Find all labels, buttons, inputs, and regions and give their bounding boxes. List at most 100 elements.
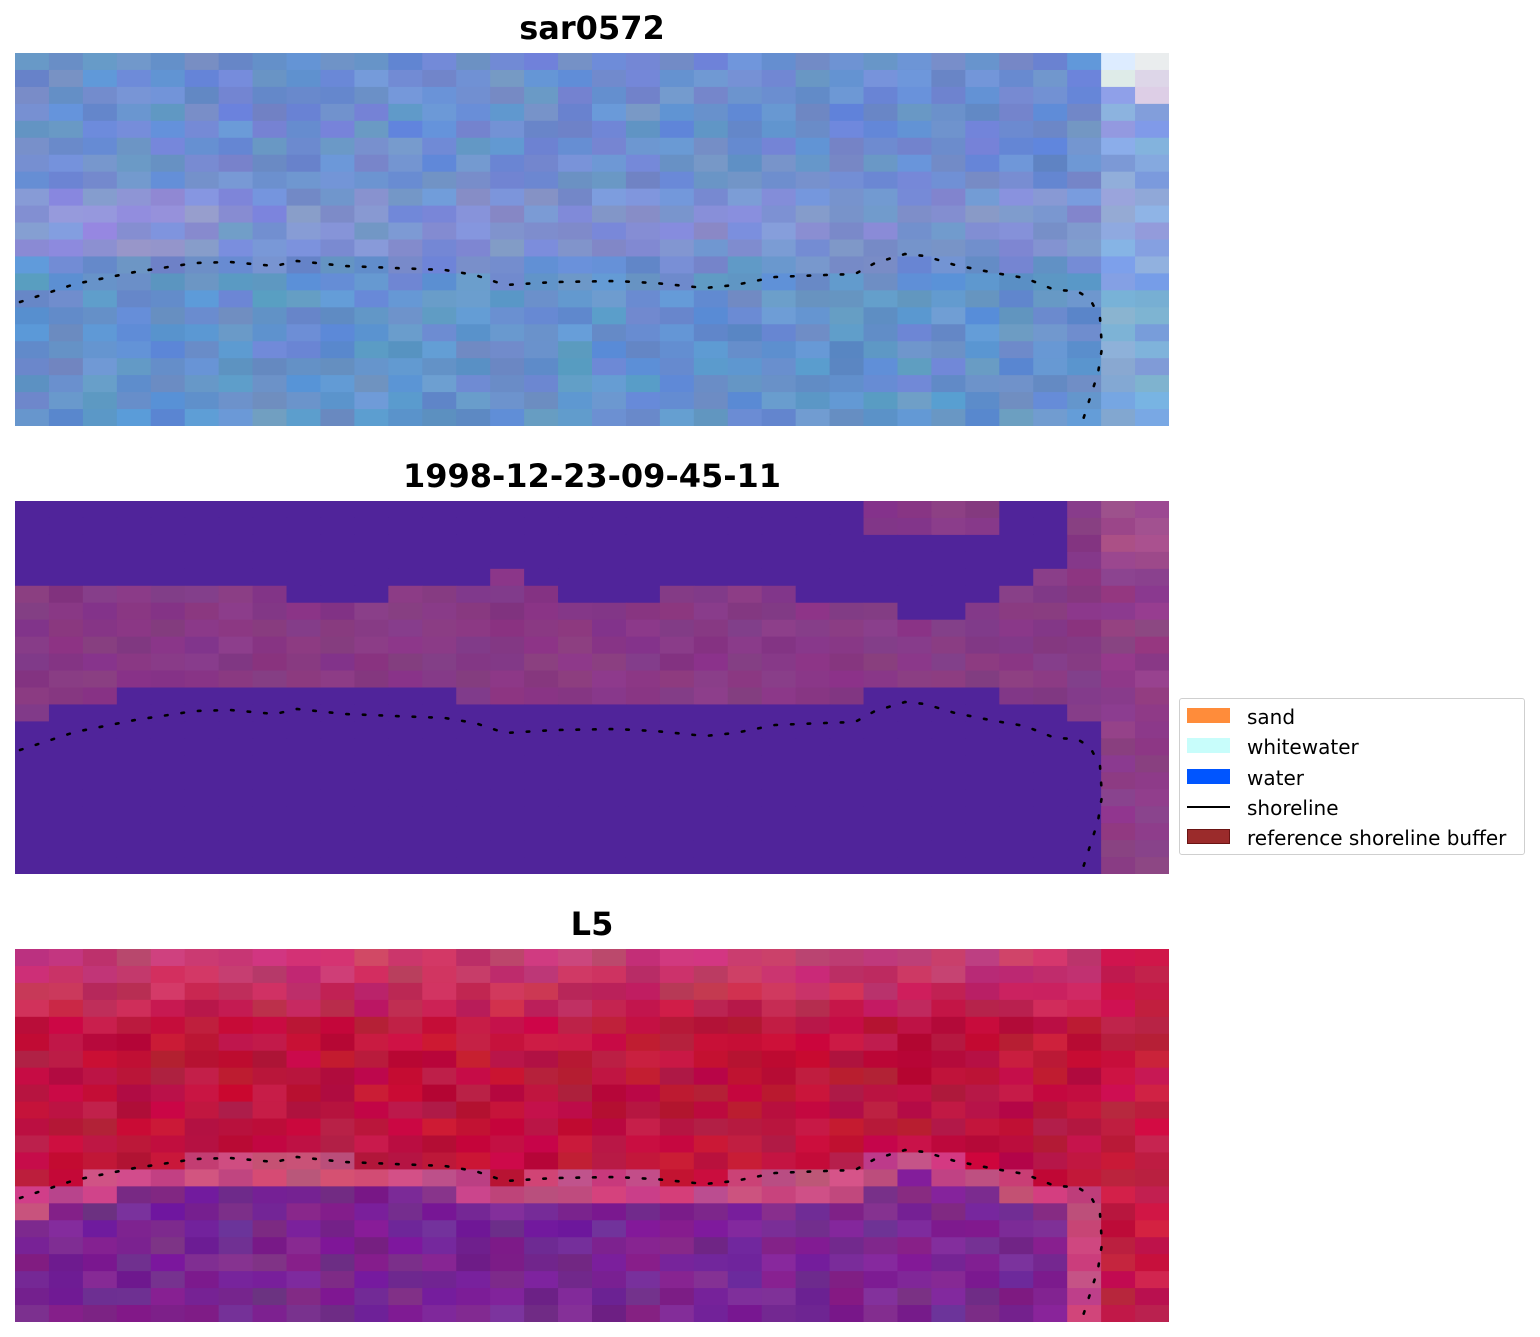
classification-pixel	[863, 585, 899, 604]
classification-pixel	[625, 823, 661, 841]
image-pixel	[388, 171, 423, 190]
index-pixel	[897, 949, 933, 967]
index-pixel	[15, 1203, 50, 1221]
index-pixel	[625, 1254, 661, 1272]
index-pixel	[218, 982, 254, 1001]
image-pixel	[116, 239, 152, 258]
classification-pixel	[1135, 551, 1169, 570]
image-pixel	[82, 69, 118, 88]
image-pixel	[795, 307, 831, 325]
classification-pixel	[286, 568, 322, 587]
classification-pixel	[795, 551, 831, 570]
classification-pixel	[1067, 789, 1102, 807]
index-pixel	[727, 1203, 763, 1221]
classification-pixel	[1033, 772, 1068, 790]
classification-pixel	[15, 772, 50, 790]
image-pixel	[727, 324, 763, 342]
legend-swatch-whitewater	[1187, 738, 1230, 754]
index-pixel	[422, 1305, 457, 1322]
index-pixel	[320, 1033, 356, 1052]
index-pixel	[761, 982, 797, 1001]
image-pixel	[795, 53, 831, 71]
image-pixel	[863, 86, 899, 105]
index-pixel	[422, 1084, 457, 1103]
index-pixel	[1101, 1237, 1136, 1255]
index-pixel	[1067, 1254, 1102, 1272]
index-pixel	[931, 949, 966, 967]
index-pixel	[659, 1203, 695, 1221]
index-pixel	[795, 1101, 831, 1120]
image-pixel	[1101, 103, 1136, 122]
index-pixel	[48, 1220, 84, 1238]
image-pixel	[524, 120, 559, 139]
legend-item-sand: sand	[1180, 705, 1524, 735]
image-pixel	[1033, 69, 1068, 88]
image-pixel	[184, 120, 220, 139]
classification-pixel	[218, 806, 254, 824]
image-pixel	[218, 205, 254, 224]
classification-pixel	[252, 619, 288, 638]
image-pixel	[82, 290, 118, 308]
classification-pixel	[727, 755, 763, 773]
index-pixel	[252, 1084, 288, 1103]
legend: sand whitewater water shoreline referenc…	[1179, 698, 1525, 855]
classification-pixel	[490, 823, 525, 841]
classification-pixel	[1033, 721, 1068, 739]
classification-pixel	[1067, 687, 1102, 706]
image-pixel	[252, 358, 288, 376]
classification-pixel	[388, 670, 423, 689]
image-pixel	[388, 273, 423, 291]
index-pixel	[490, 1135, 525, 1154]
index-pixel	[592, 999, 627, 1018]
image-pixel	[150, 324, 186, 342]
classification-pixel	[252, 738, 288, 756]
image-pixel	[184, 154, 220, 173]
classification-pixel	[150, 585, 186, 604]
classification-pixel	[490, 857, 525, 874]
classification-pixel	[592, 501, 627, 519]
index-pixel	[320, 1237, 356, 1255]
classification-pixel	[490, 704, 525, 722]
image-pixel	[48, 290, 84, 308]
classification-pixel	[795, 721, 831, 739]
index-pixel	[1033, 1220, 1068, 1238]
classification-pixel	[422, 738, 457, 756]
classification-pixel	[150, 534, 186, 553]
index-pixel	[1135, 1084, 1169, 1103]
image-pixel	[388, 222, 423, 241]
classification-pixel	[48, 738, 84, 756]
classification-pixel	[218, 687, 254, 706]
image-pixel	[320, 53, 356, 71]
index-pixel	[252, 949, 288, 967]
classification-pixel	[490, 636, 525, 655]
classification-pixel	[422, 789, 457, 807]
classification-pixel	[354, 721, 389, 739]
image-pixel	[931, 222, 966, 241]
image-pixel	[218, 256, 254, 274]
image-pixel	[15, 188, 50, 207]
image-pixel	[422, 103, 457, 122]
index-pixel	[1101, 965, 1136, 984]
classification-pixel	[558, 840, 593, 858]
classification-pixel	[388, 653, 423, 672]
classification-pixel	[1135, 619, 1169, 638]
index-pixel	[150, 1220, 186, 1238]
classification-pixel	[659, 806, 695, 824]
image-pixel	[388, 324, 423, 342]
image-pixel	[625, 375, 661, 393]
classification-pixel	[965, 806, 1000, 824]
index-pixel	[558, 1033, 593, 1052]
classification-pixel	[354, 823, 389, 841]
image-pixel	[897, 154, 933, 173]
classification-pixel	[218, 670, 254, 689]
image-pixel	[659, 409, 695, 426]
image-pixel	[320, 256, 356, 274]
classification-pixel	[388, 636, 423, 655]
image-pixel	[1101, 69, 1136, 88]
image-pixel	[422, 188, 457, 207]
index-pixel	[218, 949, 254, 967]
image-pixel	[1033, 222, 1068, 241]
index-pixel	[524, 1152, 559, 1170]
index-pixel	[422, 1016, 457, 1035]
classification-pixel	[320, 687, 356, 706]
